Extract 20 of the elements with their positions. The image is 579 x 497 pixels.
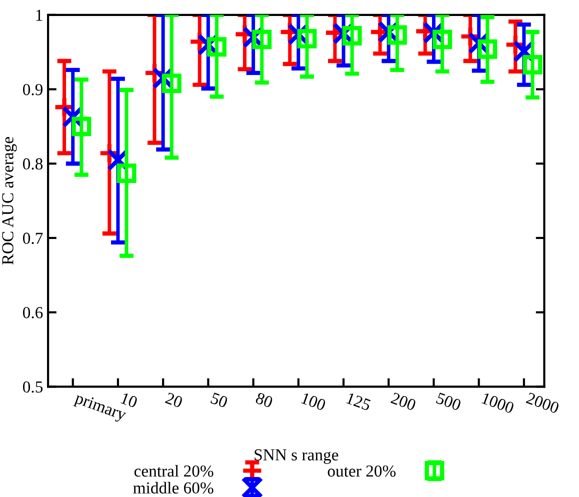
y-tick-label: 0.9 — [23, 84, 43, 96]
y-tick-label: 0.8 — [23, 158, 43, 170]
y-tick-label: 0.7 — [23, 232, 43, 244]
x-tick-label: 500 — [436, 392, 462, 411]
x-tick-label: 100 — [300, 392, 326, 411]
x-tick-label: 200 — [390, 392, 417, 411]
x-tick-label: 125 — [346, 392, 372, 411]
y-tick-label: 0.5 — [23, 381, 43, 393]
y-axis-title: ROC AUC average — [2, 137, 17, 265]
x-tick-label: 80 — [255, 392, 274, 408]
legend-label: middle 60% — [133, 482, 214, 494]
x-tick-label: 20 — [164, 392, 184, 408]
y-tick-label: 1 — [36, 10, 42, 21]
x-axis-title: SNN s range — [254, 449, 338, 464]
x-tick-label: 1000 — [481, 392, 515, 414]
legend-label: central 20% — [134, 464, 214, 477]
legend-label: outer 20% — [328, 465, 396, 477]
y-tick-label: 0.6 — [23, 307, 43, 318]
x-tick-label: 50 — [210, 392, 228, 408]
x-tick-label: 2000 — [526, 392, 560, 414]
